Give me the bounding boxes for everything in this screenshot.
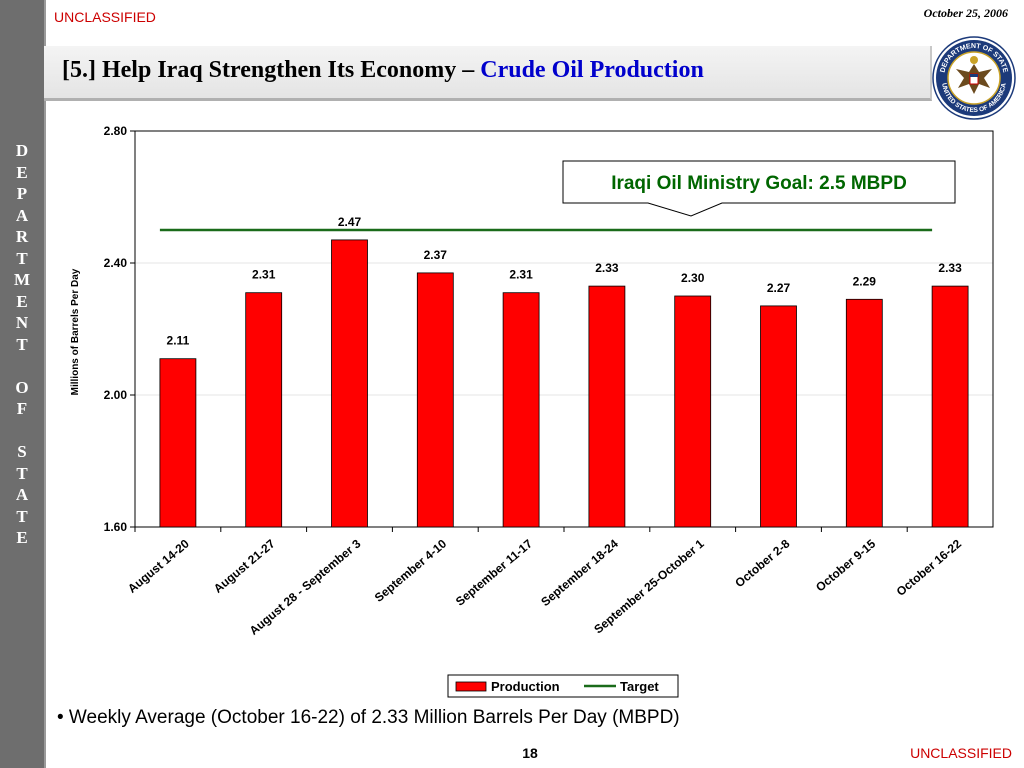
department-seal-icon: DEPARTMENT OF STATE UNITED STATES OF AME… xyxy=(932,36,1016,120)
production-bar xyxy=(245,292,283,528)
slide-title: [5.] Help Iraq Strengthen Its Economy – … xyxy=(62,57,704,84)
bar-data-label: 2.33 xyxy=(938,261,962,275)
y-tick-label: 2.00 xyxy=(104,388,128,402)
bar-data-label: 2.37 xyxy=(424,248,448,262)
production-bar xyxy=(931,285,969,528)
production-bar xyxy=(416,272,454,528)
bar-data-label: 2.31 xyxy=(252,268,276,282)
bar-data-label: 2.29 xyxy=(853,274,877,288)
x-tick-label: August 21-27 xyxy=(211,536,278,595)
legend-production-swatch xyxy=(455,681,487,692)
x-tick-label: October 9-15 xyxy=(813,536,878,594)
x-tick-label: October 2-8 xyxy=(732,536,792,590)
axes xyxy=(130,130,994,532)
x-tick-label: September 18-24 xyxy=(538,536,621,609)
legend-target-label: Target xyxy=(620,679,659,694)
y-tick-label: 1.60 xyxy=(104,520,128,534)
department-of-state-vertical-text: D E P A R T M E N T O F S T A T E xyxy=(13,141,31,547)
production-bar xyxy=(845,298,883,528)
classification-bottom: UNCLASSIFIED xyxy=(910,745,1012,761)
bar-data-label: 2.33 xyxy=(595,261,619,275)
bar-data-label: 2.11 xyxy=(167,334,190,348)
production-bar xyxy=(331,239,368,528)
goal-callout: Iraqi Oil Ministry Goal: 2.5 MBPD xyxy=(562,160,956,217)
slide-date: October 25, 2006 xyxy=(923,6,1008,20)
title-accent: Crude Oil Production xyxy=(480,57,704,83)
production-bar xyxy=(159,358,197,528)
title-main: [5.] Help Iraq Strengthen Its Economy – xyxy=(62,57,481,83)
bar-data-label: 2.30 xyxy=(681,271,705,285)
x-tick-label: August 14-20 xyxy=(125,536,192,595)
y-tick-label: 2.40 xyxy=(104,256,128,270)
goal-callout-text: Iraqi Oil Ministry Goal: 2.5 MBPD xyxy=(611,173,907,194)
legend-production-label: Production xyxy=(491,679,560,694)
bar-data-label: 2.47 xyxy=(338,215,362,229)
page-number: 18 xyxy=(522,745,538,761)
y-axis-label: Millions of Barrels Per Day xyxy=(70,268,81,395)
classification-top: UNCLASSIFIED xyxy=(54,9,156,25)
x-tick-label: September 4-10 xyxy=(372,536,450,604)
y-tick-labels: 1.60 2.00 2.40 2.80 xyxy=(104,124,128,534)
bar-data-label: 2.31 xyxy=(509,268,533,282)
production-bar xyxy=(502,292,540,528)
production-bar xyxy=(588,285,626,528)
production-bar xyxy=(760,305,797,528)
y-tick-label: 2.80 xyxy=(104,124,128,138)
legend: Production Target xyxy=(447,674,679,698)
title-bar xyxy=(44,46,932,101)
bar-data-label: 2.27 xyxy=(767,281,791,295)
production-bar xyxy=(674,295,712,528)
weekly-average-note: • Weekly Average (October 16-22) of 2.33… xyxy=(57,707,680,728)
sidebar: D E P A R T M E N T O F S T A T E xyxy=(0,0,46,768)
production-bars xyxy=(159,239,969,528)
x-tick-label: October 16-22 xyxy=(894,536,965,598)
x-tick-label: September 11-17 xyxy=(453,536,535,608)
bar-data-labels: 2.11 2.31 2.47 2.37 2.31 2.33 2.30 2.27 2.29 2.33 xyxy=(167,215,963,348)
